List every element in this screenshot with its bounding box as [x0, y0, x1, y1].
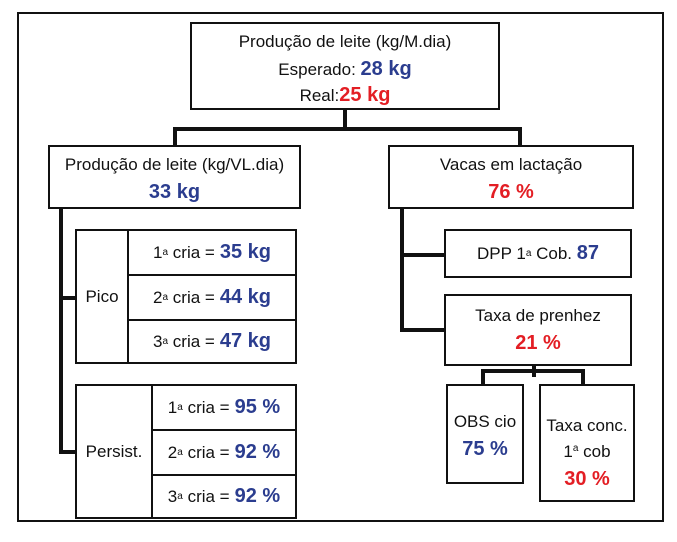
peak-row-divider: [127, 274, 297, 276]
persistence-row-divider: [151, 474, 297, 476]
milk-per-cow-title: Produção de leite (kg/VL.dia): [64, 155, 285, 174]
pregnancy-rate-value: 21 %: [515, 332, 561, 354]
conception-rate-line1: Taxa conc.: [546, 416, 628, 435]
connector-top-horizontal: [173, 127, 522, 131]
expected-label: Esperado:: [278, 60, 356, 79]
connector-dpp-branch: [400, 253, 446, 257]
peak-row-value: 47 kg: [219, 330, 271, 352]
persistence-row-ordinal: 3: [167, 486, 178, 506]
real-value: 25 kg: [339, 84, 391, 106]
expected-value: 28 kg: [360, 58, 412, 80]
peak-row-divider: [127, 319, 297, 321]
conception-rate-line2-post: cob: [583, 442, 611, 461]
peak-row-text: cria =: [172, 287, 215, 307]
connector-pico-branch: [59, 296, 77, 300]
persistence-row-text: cria =: [187, 442, 230, 462]
lactating-cows-value: 76 %: [488, 181, 534, 203]
peak-row-value: 44 kg: [219, 286, 271, 308]
persistence-label: Persist.: [85, 441, 143, 461]
connector-taxa-horizontal: [481, 369, 585, 373]
diagram-frame: [17, 12, 664, 522]
peak-row-ordinal: 1: [153, 242, 163, 262]
heat-observation-value: 75 %: [462, 438, 508, 460]
real-line: Real:25 kg: [192, 84, 498, 107]
peak-row-ordinal: 3: [153, 331, 163, 351]
milk-per-cow-box: Produção de leite (kg/VL.dia) 33 kg: [48, 145, 301, 209]
connector-persist-branch: [59, 450, 77, 454]
persistence-divider: [151, 386, 153, 517]
heat-observation-title: OBS cio: [453, 412, 517, 431]
connector-left-drop: [173, 127, 177, 147]
lactating-cows-box: Vacas em lactação 76 %: [388, 145, 634, 209]
peak-row-text: cria =: [172, 331, 215, 351]
conception-rate-value: 30 %: [564, 468, 610, 490]
peak-row-text: cria =: [172, 242, 215, 262]
milk-per-cow-value: 33 kg: [148, 181, 201, 203]
dpp-value: 87: [576, 242, 600, 264]
conception-rate-line2-pre: 1: [563, 442, 573, 461]
connector-left-spine: [59, 207, 63, 454]
conception-rate-line2: 1a cob: [541, 442, 633, 462]
persistence-row-divider: [151, 429, 297, 431]
connector-right-spine: [400, 207, 404, 332]
real-label: Real:: [299, 86, 340, 105]
connector-conc-drop: [581, 369, 585, 385]
persistence-row-value: 95 %: [234, 396, 281, 418]
persistence-row-ordinal: 2: [167, 442, 178, 462]
connector-right-drop: [518, 127, 522, 147]
persistence-row-ordinal: 1: [167, 397, 178, 417]
heat-observation-box: OBS cio 75 %: [446, 384, 524, 484]
lactating-cows-title: Vacas em lactação: [439, 155, 583, 174]
expected-line: Esperado: 28 kg: [192, 58, 498, 81]
milk-production-box: Produção de leite (kg/M.dia) Esperado: 2…: [190, 22, 500, 110]
milk-production-title: Produção de leite (kg/M.dia): [238, 32, 452, 51]
connector-obs-drop: [481, 369, 485, 385]
dpp-label-pre: DPP 1: [476, 243, 526, 263]
dpp-label-post: Cob.: [536, 243, 573, 263]
persistence-row-value: 92 %: [234, 485, 281, 507]
pregnancy-rate-box: Taxa de prenhez 21 %: [444, 294, 632, 366]
persistence-row-text: cria =: [187, 486, 230, 506]
persistence-row-value: 92 %: [234, 441, 281, 463]
conception-rate-sup: a: [572, 443, 579, 454]
connector-taxa-branch: [400, 328, 446, 332]
persistence-row-text: cria =: [187, 397, 230, 417]
conception-rate-box: Taxa conc. 1a cob 30 %: [539, 384, 635, 502]
peak-divider: [127, 231, 129, 362]
pregnancy-rate-title: Taxa de prenhez: [475, 306, 601, 325]
connector-top-stem: [343, 108, 347, 130]
peak-row-ordinal: 2: [153, 287, 163, 307]
peak-label: Pico: [85, 286, 119, 306]
peak-row-value: 35 kg: [219, 241, 271, 263]
